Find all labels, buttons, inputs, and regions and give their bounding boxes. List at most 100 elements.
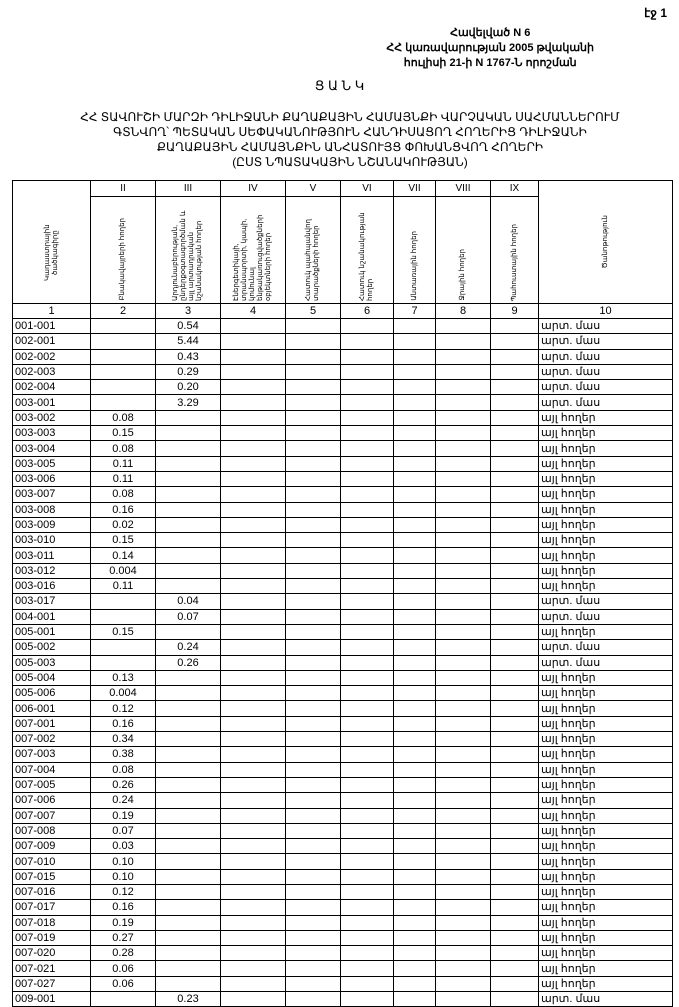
empty-cell — [435, 685, 491, 702]
empty-cell — [340, 792, 394, 809]
land-table: Կադաստրային ծածկագիրը II III IV V VI VII VIII IX… — [12, 180, 673, 1007]
empty-cell — [490, 608, 539, 625]
empty-cell — [340, 807, 394, 824]
settlement-land-value: 0.06 — [90, 960, 156, 977]
empty-cell — [340, 639, 394, 656]
table-row: 001-001 0.54 արտ. մաս — [12, 317, 673, 335]
cadastral-code: 006-001 — [12, 700, 91, 717]
cadastral-code: 007-016 — [12, 883, 91, 901]
column-number: 5 — [285, 303, 341, 319]
empty-cell — [340, 516, 394, 534]
settlement-land-value — [90, 991, 156, 1007]
table-row: 007-002 0.34 այլ հողեր — [12, 731, 673, 748]
empty-cell — [490, 363, 539, 381]
page-number: էջ 1 — [644, 6, 667, 20]
empty-cell — [393, 975, 436, 993]
annex-line: Հավելված N 6 — [450, 27, 531, 39]
empty-cell — [435, 409, 491, 427]
empty-cell — [393, 853, 436, 870]
table-row: 003-016 0.11 այլ հողեր — [12, 578, 673, 595]
column-header: Անտառային հողեր — [393, 196, 436, 304]
industrial-land-value — [155, 868, 221, 885]
note: այլ հողեր — [538, 440, 673, 457]
empty-cell — [393, 532, 436, 549]
empty-cell — [490, 562, 539, 580]
settlement-land-value — [90, 333, 156, 350]
empty-cell — [435, 639, 491, 656]
empty-cell — [490, 470, 539, 488]
empty-cell — [435, 838, 491, 855]
industrial-land-value — [155, 425, 221, 442]
note: այլ հողեր — [538, 731, 673, 748]
empty-cell — [393, 700, 436, 717]
empty-cell — [340, 470, 394, 488]
note: արտ. մաս — [538, 317, 673, 335]
table-row: 002-003 0.29 արտ. մաս — [12, 363, 673, 381]
cadastral-code: 007-021 — [12, 960, 91, 977]
empty-cell — [435, 562, 491, 580]
empty-cell — [285, 700, 341, 717]
empty-cell — [220, 516, 286, 534]
empty-cell — [490, 394, 539, 411]
note: այլ հողեր — [538, 807, 673, 824]
cadastral-code: 007-017 — [12, 899, 91, 916]
cadastral-code: 005-004 — [12, 669, 91, 687]
settlement-land-value: 0.004 — [90, 562, 156, 580]
settlement-land-value: 0.16 — [90, 501, 156, 518]
empty-cell — [490, 838, 539, 855]
table-row: 003-017 0.04 արտ. մաս — [12, 593, 673, 610]
empty-cell — [393, 455, 436, 472]
empty-cell — [340, 501, 394, 518]
empty-cell — [285, 883, 341, 901]
table-row: 007-027 0.06 այլ հողեր — [12, 975, 673, 993]
empty-cell — [220, 883, 286, 901]
industrial-land-value — [155, 822, 221, 840]
settlement-land-value: 0.02 — [90, 516, 156, 534]
empty-cell — [340, 348, 394, 365]
empty-cell — [393, 899, 436, 916]
empty-cell — [220, 608, 286, 625]
empty-cell — [435, 516, 491, 534]
empty-cell — [340, 929, 394, 947]
empty-cell — [220, 991, 286, 1007]
empty-cell — [285, 654, 341, 671]
empty-cell — [435, 348, 491, 365]
empty-cell — [220, 532, 286, 549]
empty-cell — [393, 547, 436, 564]
empty-cell — [490, 945, 539, 962]
industrial-land-value — [155, 945, 221, 962]
empty-cell — [285, 960, 341, 977]
settlement-land-value: 0.08 — [90, 486, 156, 503]
empty-cell — [490, 975, 539, 993]
empty-cell — [490, 731, 539, 748]
roman-numeral: VIII — [435, 180, 491, 197]
empty-cell — [340, 822, 394, 840]
note: այլ հողեր — [538, 792, 673, 809]
empty-cell — [490, 792, 539, 809]
empty-cell — [490, 746, 539, 763]
empty-cell — [393, 317, 436, 335]
settlement-land-value — [90, 363, 156, 381]
cadastral-code: 005-001 — [12, 623, 91, 641]
empty-cell — [220, 685, 286, 702]
note: այլ հողեր — [538, 899, 673, 916]
cadastral-code: 009-001 — [12, 991, 91, 1007]
roman-numeral: VI — [340, 180, 394, 197]
empty-cell — [220, 960, 286, 977]
annex-reference: Հավելված N 6 ՀՀ կառավարության 2005 թվակա… — [386, 26, 594, 71]
industrial-land-value: 0.23 — [155, 991, 221, 1007]
empty-cell — [220, 776, 286, 794]
table-row: 007-021 0.06 այլ հողեր — [12, 960, 673, 977]
empty-cell — [435, 654, 491, 671]
empty-cell — [220, 394, 286, 411]
cadastral-code: 003-001 — [12, 394, 91, 411]
settlement-land-value: 0.11 — [90, 470, 156, 488]
empty-cell — [490, 700, 539, 717]
empty-cell — [435, 470, 491, 488]
empty-cell — [490, 853, 539, 870]
note: այլ հողեր — [538, 700, 673, 717]
empty-cell — [220, 899, 286, 916]
cadastral-code: 007-020 — [12, 945, 91, 962]
empty-cell — [285, 991, 341, 1007]
column-header: Ջրային հողեր — [435, 196, 491, 304]
